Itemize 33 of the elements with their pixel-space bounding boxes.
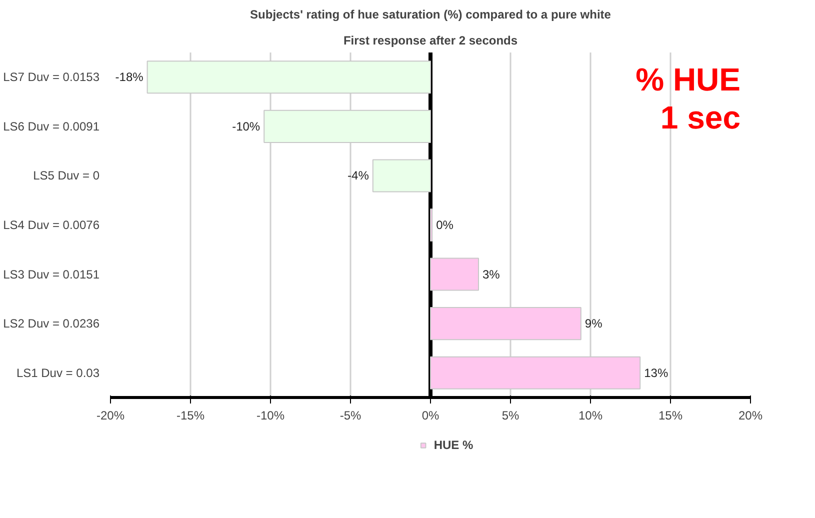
data-label: 13% xyxy=(644,366,668,380)
legend-label: HUE % xyxy=(434,438,474,452)
data-label: 9% xyxy=(584,316,603,331)
y-tick-label: LS5 Duv = 0 xyxy=(33,168,100,183)
y-tick-label: LS3 Duv = 0.0151 xyxy=(3,267,100,282)
y-tick-label: LS4 Duv = 0.0076 xyxy=(3,218,100,232)
x-tick-label: -15% xyxy=(176,408,205,422)
bar xyxy=(430,356,641,390)
data-label: 0% xyxy=(436,218,454,232)
x-tick-label: -20% xyxy=(96,408,125,422)
bar xyxy=(430,307,582,340)
chart-title: Subjects' rating of hue saturation (%) compared to a pure white xyxy=(250,8,612,22)
x-tick-label: 0% xyxy=(422,408,440,422)
y-tick-label: LS1 Duv = 0.03 xyxy=(16,366,100,380)
bar xyxy=(264,110,431,143)
y-tick-label: LS7 Duv = 0.0153 xyxy=(3,70,100,84)
bar xyxy=(430,258,479,291)
x-tick-label: 15% xyxy=(658,408,683,422)
chart-subtitle: First response after 2 seconds xyxy=(343,34,518,48)
annotation: 1 sec xyxy=(660,100,740,136)
bar xyxy=(372,159,431,192)
x-tick-label: 10% xyxy=(578,408,603,422)
x-tick-label: -5% xyxy=(340,408,362,422)
y-tick-label: LS2 Duv = 0.0236 xyxy=(3,316,100,331)
x-tick-label: 5% xyxy=(502,408,520,422)
y-tick-label: LS6 Duv = 0.0091 xyxy=(3,119,100,134)
x-tick-label: -10% xyxy=(256,408,285,422)
data-label: -18% xyxy=(115,70,144,84)
data-label: 3% xyxy=(482,267,500,282)
x-tick-label: 20% xyxy=(738,408,763,422)
data-label: -10% xyxy=(232,119,260,134)
annotation: % HUE xyxy=(636,62,740,98)
data-label: -4% xyxy=(348,168,370,183)
